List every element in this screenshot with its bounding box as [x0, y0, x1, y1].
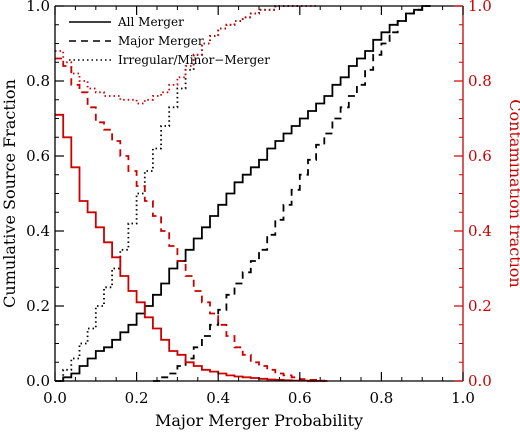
- y-tick-label-left: 1.0: [26, 0, 50, 15]
- y-axis-title-left: Cumulative Source Fraction: [0, 79, 19, 308]
- legend-label-major-merger: Major Merger: [118, 34, 204, 48]
- series-left-all-merger: [55, 5, 431, 382]
- y-tick-label-left: 0.2: [26, 297, 50, 315]
- y-tick-label-right: 1.0: [468, 0, 492, 15]
- x-tick-label: 0.8: [369, 389, 393, 407]
- x-tick-label: 1.0: [451, 389, 475, 407]
- series-left-major-merger: [152, 5, 431, 382]
- y-axis-title-right: Contamination fraction: [506, 99, 520, 287]
- y-tick-label-left: 0.4: [26, 222, 50, 240]
- y-tick-label-left: 0.6: [26, 147, 50, 165]
- y-tick-label-right: 0.2: [468, 297, 492, 315]
- legend-label-all-merger: All Merger: [117, 15, 184, 29]
- y-tick-label-left: 0.8: [26, 72, 50, 90]
- y-tick-label-right: 0.8: [468, 72, 492, 90]
- x-tick-label: 0.4: [206, 389, 230, 407]
- x-tick-label: 0.2: [125, 389, 149, 407]
- x-tick-label: 0.0: [43, 389, 67, 407]
- y-tick-label-right: 0.0: [468, 372, 492, 390]
- series-left-irregular-minor-merger: [55, 5, 300, 382]
- y-tick-label-right: 0.6: [468, 147, 492, 165]
- legend: All Merger Major Merger Irregular/Minor−Me…: [69, 15, 270, 67]
- legend-label-irregular-minor-merger: Irregular/Minor−Merger: [118, 53, 270, 67]
- y-tick-label-left: 0.0: [26, 372, 50, 390]
- series-layer: [55, 5, 431, 382]
- series-right-major-merger: [55, 57, 333, 382]
- y-tick-label-right: 0.4: [468, 222, 492, 240]
- x-axis-title: Major Merger Probability: [155, 411, 363, 430]
- x-tick-label: 0.6: [288, 389, 312, 407]
- series-right-all-merger: [55, 113, 325, 382]
